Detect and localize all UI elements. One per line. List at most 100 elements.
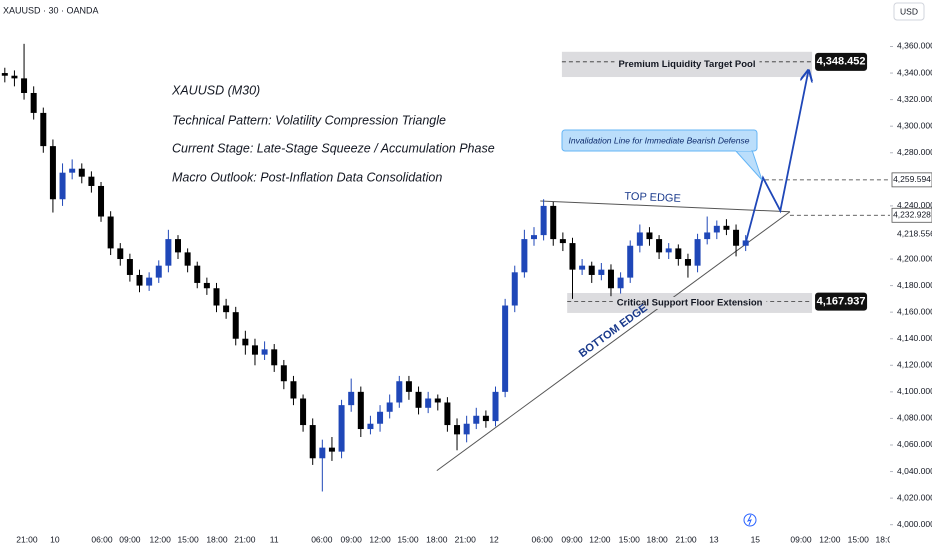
candle-body [11,75,18,79]
candle-body [540,205,547,236]
candle-body [21,78,28,93]
candle-body [684,259,691,266]
candle-body [203,282,210,289]
y-tick-label: 4,040.000 [897,466,932,476]
candle-body [675,248,682,260]
x-tick-label: 06:00 [311,534,333,544]
y-tick-label: 4,340.000 [897,67,932,77]
note: Macro Outlook: Post-Inflation Data Conso… [172,170,442,184]
candle-body [425,398,432,408]
level-label-box [891,172,932,188]
x-tick-label: 12:00 [589,534,611,544]
level-label: 4,348.452 [817,56,866,68]
trendline [436,211,791,472]
candle-body [463,423,470,435]
candle-body [473,415,480,424]
candle-body [733,229,740,246]
symbol-title: XAUUSD · 30 · OANDA [3,5,99,15]
candle-body [300,398,307,426]
zone-label: Critical Support Floor Extension [617,298,763,309]
candle-body [194,265,201,283]
y-tick-label: 4,280.000 [897,147,932,157]
y-tick-label: 4,080.000 [897,413,932,423]
tv-logo [743,513,757,527]
candle-body [617,277,624,289]
y-tick-label: 4,020.000 [897,492,932,502]
candle-body [30,92,37,113]
y-tick-label: 4,060.000 [897,439,932,449]
candle-body [49,146,56,200]
candle-body [386,402,393,412]
y-tick-label: 4,000.000 [897,519,932,529]
y-tick-label: 4,120.000 [897,360,932,370]
candle-body [704,232,711,240]
candle-body [165,239,172,266]
candle-body [482,415,489,422]
x-axis: 21:00 10 06:00 09:00 12:00 15:00 18:00 21:00 11 0… [16,534,898,544]
candle-body [636,232,643,246]
x-tick-label: 15:00 [848,534,870,544]
projection-path [744,72,808,245]
y-tick-label: 4,160.000 [897,306,932,316]
candle-body [280,365,287,382]
candle-body [40,112,47,147]
candle-body [175,239,181,253]
x-tick-label: 12 [489,534,499,544]
candle-body [213,288,220,306]
x-tick-label: 06:00 [91,534,113,544]
candle-body [357,391,364,430]
candle-body [88,176,95,186]
zone-label-bg [614,58,760,71]
candle-body [531,235,537,240]
trendline-label: TOP EDGE [624,191,681,205]
candle-body [492,391,499,422]
zone-label-bg [612,296,767,309]
x-tick-label: 21:00 [16,534,38,544]
x-tick-label: 12:00 [369,534,391,544]
x-tick-label: 21:00 [675,534,697,544]
candle-body [59,172,66,200]
x-tick-label: 15 [751,534,761,544]
callout-text: Invalidation Line for Immediate Bearish … [569,135,750,145]
candle-body [656,239,663,253]
candle-body [444,402,451,426]
x-tick-label: 09:00 [790,534,812,544]
candle-body [569,243,576,270]
candle-body [559,239,566,244]
candle-body [511,272,518,306]
candle-body [627,245,634,278]
candle-body [251,345,258,355]
candle-body [126,259,133,275]
candle-body [454,425,461,435]
candle-body [415,391,422,408]
note: Technical Pattern: Volatility Compressio… [172,113,446,127]
candle-body [309,425,316,459]
candle-body [328,447,335,452]
candle-body [1,73,8,76]
x-tick-label: 21:00 [234,534,256,544]
y-tick-label: 4,360.000 [897,41,932,51]
candle-body [338,405,345,452]
level-label: 4,232.928 [893,210,931,220]
y-axis: 4,360.000 4,340.000 4,320.000 4,300.000 4,28… [890,41,932,529]
candle-body [107,216,114,249]
x-tick-label: 15:00 [177,534,199,544]
note: XAUUSD (M30) [171,83,260,97]
y-tick-label: 4,100.000 [897,386,932,396]
candle-body [646,232,653,240]
candle-body [405,381,412,392]
candle-body [146,277,153,286]
last-price-label: 4,218.556 [897,229,932,239]
x-tick-label: 18:00 [426,534,448,544]
x-tick-label: 15:00 [619,534,641,544]
y-tick-label: 4,180.000 [897,280,932,290]
x-tick-label: 15:00 [397,534,419,544]
x-tick-label: 18:00 [876,534,898,544]
candle-body [117,248,124,260]
x-tick-label: 09:00 [119,534,141,544]
overlay: Premium Liquidity Target Pool Critical Su… [561,52,868,360]
candle-body [232,312,239,339]
candle-body [319,447,326,459]
